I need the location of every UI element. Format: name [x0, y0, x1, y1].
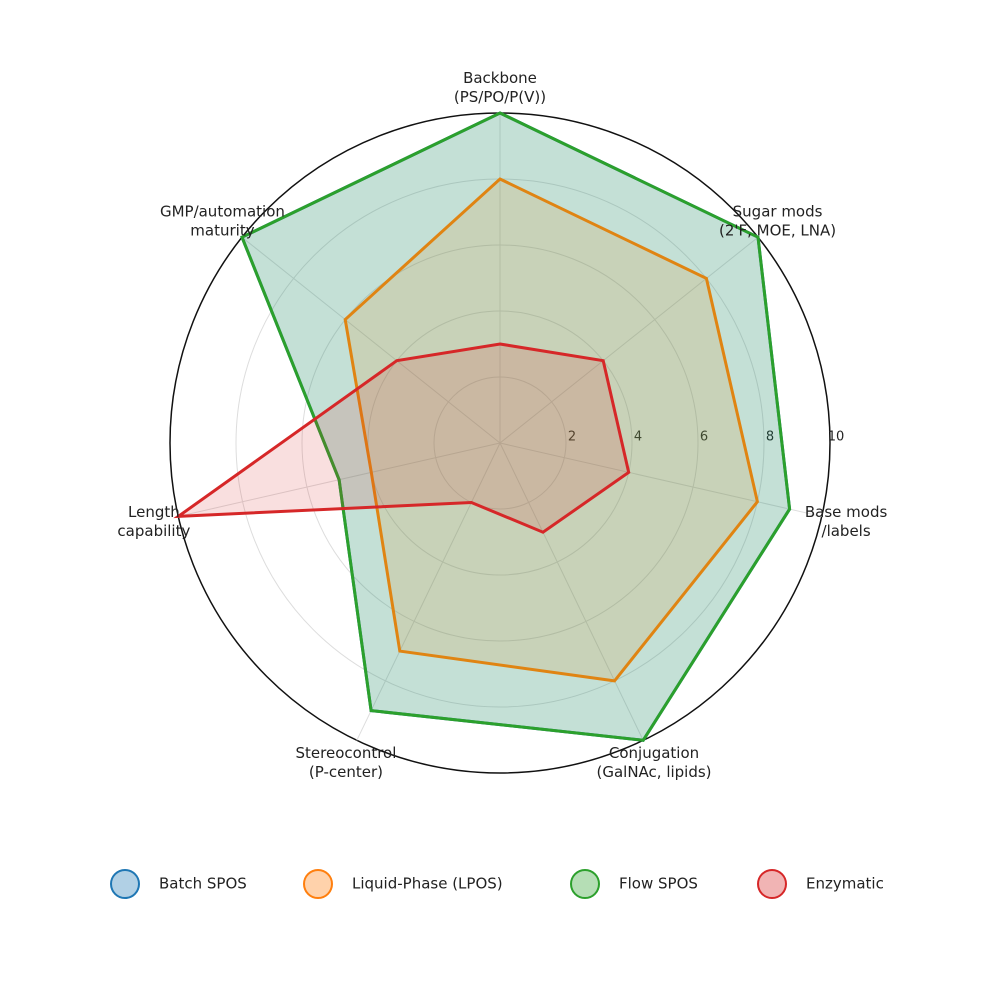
r-tick-label: 2 — [568, 430, 576, 445]
legend-marker — [110, 869, 140, 899]
legend-label: Enzymatic — [806, 875, 884, 893]
series-area — [242, 113, 790, 741]
r-tick-label: 4 — [634, 430, 642, 445]
series-line — [343, 177, 760, 683]
spoke — [499, 236, 759, 444]
category-label: Length — [128, 503, 180, 521]
category-label: Backbone — [463, 69, 537, 87]
r-tick-label: 8 — [766, 430, 774, 445]
category-label: (PS/PO/P(V)) — [454, 88, 546, 106]
series-line — [173, 342, 631, 534]
legend-label: Flow SPOS — [619, 875, 698, 893]
series-line — [240, 111, 792, 742]
category-label: GMP/automation — [160, 203, 285, 221]
category-label: (GalNAc, lipids) — [596, 763, 711, 781]
category-label: capability — [117, 522, 190, 540]
spoke — [241, 236, 501, 444]
legend-marker — [757, 869, 787, 899]
category-label: Base mods — [805, 503, 888, 521]
series-area — [178, 344, 629, 533]
r-tick-label: 10 — [828, 430, 845, 445]
spoke — [499, 442, 644, 741]
category-label: Stereocontrol — [296, 744, 397, 762]
series-area — [242, 113, 790, 741]
legend-marker — [303, 869, 333, 899]
category-label: /labels — [822, 522, 871, 540]
r-tick-label: 6 — [700, 430, 708, 445]
category-label: (2'F, MOE, LNA) — [719, 222, 836, 240]
category-label: maturity — [190, 222, 254, 240]
series-area — [345, 179, 758, 681]
category-label: Conjugation — [609, 744, 699, 762]
legend-label: Batch SPOS — [159, 875, 247, 893]
legend-label: Liquid-Phase (LPOS) — [352, 875, 503, 893]
spoke — [356, 442, 501, 741]
category-label: (P-center) — [309, 763, 383, 781]
legend-marker — [570, 869, 600, 899]
category-label: Sugar mods — [733, 203, 823, 221]
spoke — [499, 442, 822, 517]
